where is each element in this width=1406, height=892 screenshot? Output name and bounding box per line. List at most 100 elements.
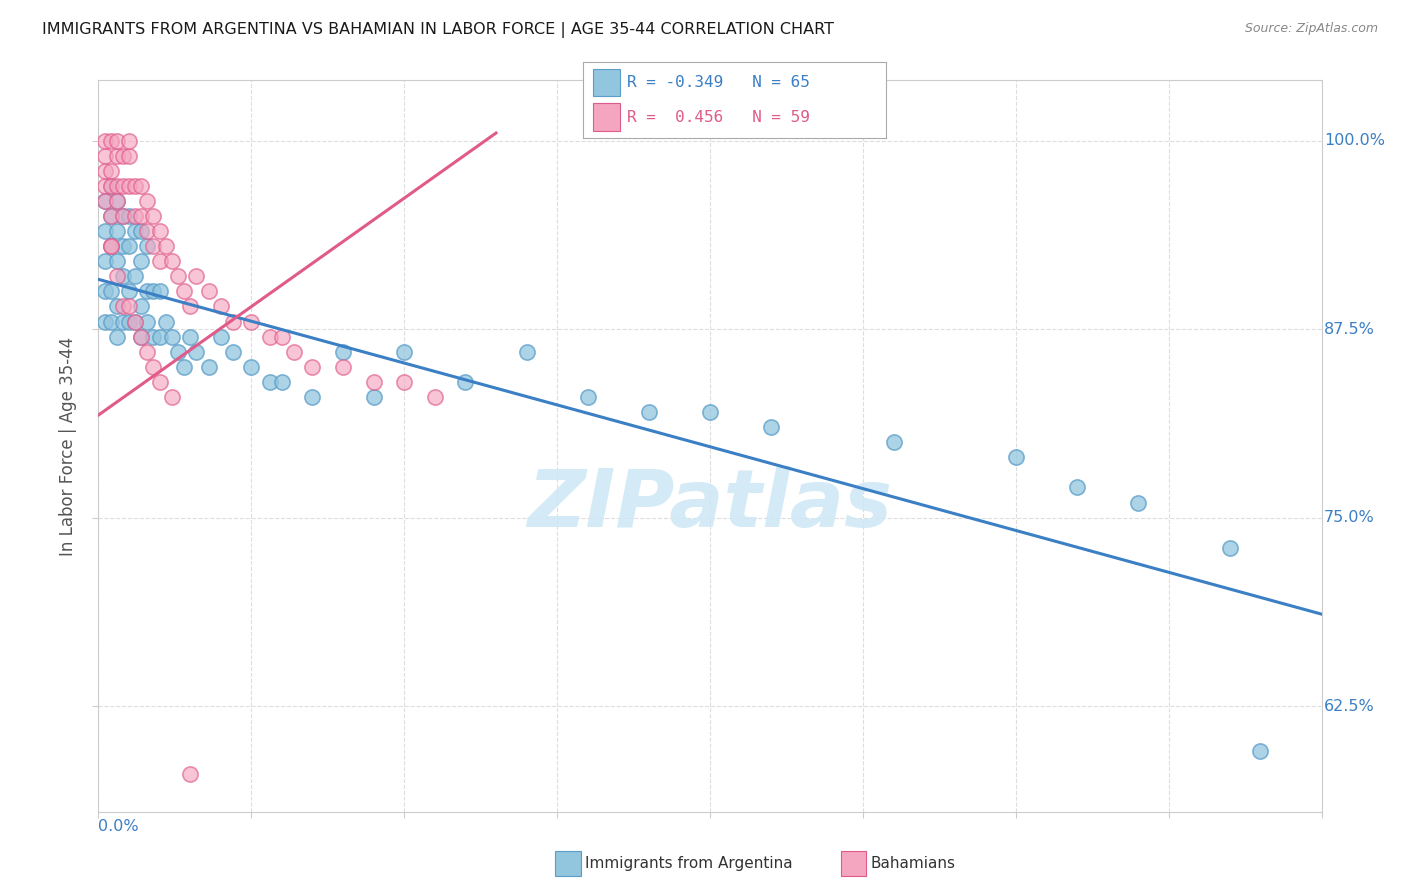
Text: Bahamians: Bahamians bbox=[870, 856, 955, 871]
Point bbox=[136, 224, 159, 238]
Point bbox=[301, 359, 323, 374]
Point bbox=[576, 390, 599, 404]
Point bbox=[118, 315, 141, 329]
Point bbox=[136, 239, 159, 253]
Point bbox=[363, 375, 385, 389]
Point bbox=[124, 209, 146, 223]
Point bbox=[129, 329, 152, 343]
Point bbox=[142, 329, 165, 343]
Point bbox=[111, 315, 134, 329]
Point bbox=[100, 163, 122, 178]
FancyBboxPatch shape bbox=[592, 69, 620, 95]
Point bbox=[124, 269, 146, 284]
Point bbox=[105, 254, 128, 268]
Point bbox=[100, 315, 122, 329]
Point bbox=[186, 269, 208, 284]
Point bbox=[118, 285, 141, 299]
Point bbox=[129, 224, 152, 238]
Point bbox=[1219, 541, 1241, 555]
Point bbox=[197, 285, 219, 299]
Point bbox=[105, 194, 128, 208]
Point bbox=[93, 178, 115, 193]
Text: R = -0.349   N = 65: R = -0.349 N = 65 bbox=[627, 75, 810, 90]
Point bbox=[149, 375, 172, 389]
Point bbox=[129, 329, 152, 343]
Point bbox=[259, 375, 281, 389]
Point bbox=[142, 239, 165, 253]
Point bbox=[167, 344, 190, 359]
Point bbox=[100, 178, 122, 193]
Text: Source: ZipAtlas.com: Source: ZipAtlas.com bbox=[1244, 22, 1378, 36]
Point bbox=[160, 329, 183, 343]
Point bbox=[105, 178, 128, 193]
Point bbox=[160, 390, 183, 404]
Text: 75.0%: 75.0% bbox=[1324, 510, 1375, 525]
Text: IMMIGRANTS FROM ARGENTINA VS BAHAMIAN IN LABOR FORCE | AGE 35-44 CORRELATION CHA: IMMIGRANTS FROM ARGENTINA VS BAHAMIAN IN… bbox=[42, 22, 834, 38]
Point bbox=[197, 359, 219, 374]
Point bbox=[129, 300, 152, 314]
Point bbox=[149, 285, 172, 299]
Point bbox=[149, 254, 172, 268]
Point bbox=[240, 359, 263, 374]
Text: 62.5%: 62.5% bbox=[1324, 698, 1375, 714]
Point bbox=[100, 239, 122, 253]
Point bbox=[111, 269, 134, 284]
Point bbox=[179, 767, 201, 781]
Point bbox=[173, 359, 195, 374]
Text: 87.5%: 87.5% bbox=[1324, 322, 1375, 336]
Point bbox=[100, 209, 122, 223]
Point bbox=[105, 329, 128, 343]
Point bbox=[118, 178, 141, 193]
Point bbox=[179, 300, 201, 314]
Point bbox=[118, 239, 141, 253]
Point bbox=[93, 224, 115, 238]
Point bbox=[118, 300, 141, 314]
Point bbox=[155, 239, 177, 253]
Point bbox=[392, 344, 416, 359]
Point bbox=[454, 375, 477, 389]
Point bbox=[100, 239, 122, 253]
Point bbox=[423, 390, 446, 404]
Point bbox=[173, 285, 195, 299]
Point bbox=[93, 194, 115, 208]
Point bbox=[105, 300, 128, 314]
Point bbox=[136, 194, 159, 208]
Point bbox=[93, 194, 115, 208]
Point bbox=[111, 178, 134, 193]
Point bbox=[111, 209, 134, 223]
Point bbox=[124, 224, 146, 238]
FancyBboxPatch shape bbox=[592, 103, 620, 130]
Point bbox=[283, 344, 305, 359]
Point bbox=[155, 315, 177, 329]
Point bbox=[142, 285, 165, 299]
Point bbox=[179, 329, 201, 343]
Point bbox=[129, 254, 152, 268]
Point bbox=[93, 285, 115, 299]
Point bbox=[111, 300, 134, 314]
Point bbox=[118, 149, 141, 163]
Point bbox=[142, 209, 165, 223]
Point bbox=[111, 239, 134, 253]
Point bbox=[105, 269, 128, 284]
Text: 0.0%: 0.0% bbox=[98, 819, 139, 834]
Y-axis label: In Labor Force | Age 35-44: In Labor Force | Age 35-44 bbox=[59, 336, 77, 556]
Point bbox=[124, 315, 146, 329]
Point bbox=[1128, 495, 1150, 509]
Point bbox=[129, 209, 152, 223]
Point bbox=[209, 300, 232, 314]
Point bbox=[93, 149, 115, 163]
Text: ZIPatlas: ZIPatlas bbox=[527, 466, 893, 543]
Point bbox=[637, 405, 661, 419]
Text: 100.0%: 100.0% bbox=[1324, 133, 1385, 148]
Text: Immigrants from Argentina: Immigrants from Argentina bbox=[585, 856, 793, 871]
Point bbox=[105, 149, 128, 163]
Point bbox=[129, 178, 152, 193]
Point bbox=[111, 209, 134, 223]
Point bbox=[699, 405, 721, 419]
Point bbox=[301, 390, 323, 404]
Point bbox=[105, 134, 128, 148]
Point bbox=[93, 134, 115, 148]
Point bbox=[759, 420, 782, 434]
Point bbox=[332, 344, 354, 359]
Point bbox=[270, 329, 292, 343]
